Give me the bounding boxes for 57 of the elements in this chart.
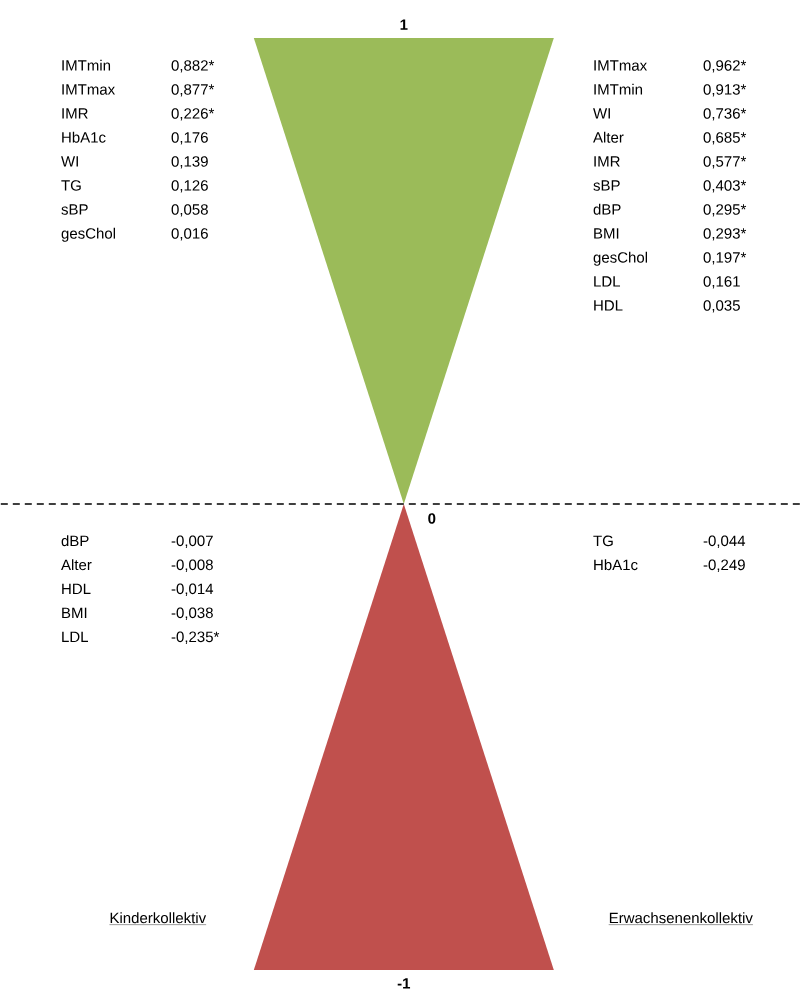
data-label: -0,038 [171, 607, 214, 620]
category-label: IMTmin [594, 83, 643, 95]
text: 1 [400, 19, 408, 30]
data-label: -0,235* [171, 631, 220, 644]
category-label: HDL [62, 583, 91, 594]
data-label: 0,877* [171, 84, 215, 97]
category-label: LDL [594, 276, 621, 287]
category-label: TG [61, 180, 81, 191]
data-label: 0,197* [703, 252, 747, 265]
category-label: Alter [61, 559, 92, 571]
category-label: LDL [62, 631, 89, 642]
category-label: dBP [593, 203, 621, 215]
category-label: gesChol [593, 251, 648, 266]
category-label: IMTmax [62, 84, 116, 95]
data-label: -0,044 [703, 535, 746, 548]
category-label: IMR [594, 156, 620, 167]
category-label: sBP [593, 180, 620, 191]
data-label: -0,007 [171, 535, 213, 548]
data-label: 0,882* [171, 60, 215, 73]
data-label: 0,577* [703, 156, 747, 169]
text: Kinderkollektiv [110, 912, 207, 924]
data-label: 0,126 [171, 180, 209, 193]
category-label: BMI [594, 228, 619, 239]
category-label: dBP [61, 535, 89, 547]
data-label: 0,403* [703, 180, 747, 193]
category-label: BMI [62, 607, 87, 618]
text: -1 [397, 978, 411, 989]
data-label: 0,293* [703, 228, 747, 241]
text: Erwachsenenkollektiv [610, 912, 754, 924]
category-label: IMTmin [62, 59, 111, 71]
data-label: 0,176 [171, 132, 209, 145]
data-label: 0,058 [171, 204, 209, 217]
data-label: 0,913* [703, 84, 747, 97]
category-label: IMTmax [594, 60, 648, 71]
category-label: HDL [594, 300, 623, 311]
data-label: -0,014 [171, 583, 214, 596]
data-label: -0,249 [703, 559, 746, 572]
category-label: HbA1c [594, 559, 638, 571]
category-label: WI [61, 156, 79, 167]
data-label: 0,161 [703, 276, 740, 289]
data-label: 0,226* [171, 108, 215, 121]
data-label: 0,016 [171, 228, 209, 241]
category-label: Alter [593, 131, 624, 143]
data-label: 0,035 [703, 300, 741, 313]
category-label: IMR [62, 108, 88, 119]
category-label: WI [593, 108, 611, 119]
category-label: HbA1c [62, 131, 106, 143]
data-label: 0,139 [171, 156, 209, 169]
data-label: -0,008 [171, 559, 214, 572]
category-label: TG [593, 535, 613, 547]
data-label: 0,295* [703, 204, 747, 217]
category-label: sBP [61, 204, 88, 215]
text: 0 [428, 513, 436, 524]
data-label: 0,962* [703, 60, 747, 73]
category-label: gesChol [61, 227, 116, 242]
data-label: 0,736* [703, 108, 747, 121]
data-label: 0,685* [703, 132, 747, 145]
